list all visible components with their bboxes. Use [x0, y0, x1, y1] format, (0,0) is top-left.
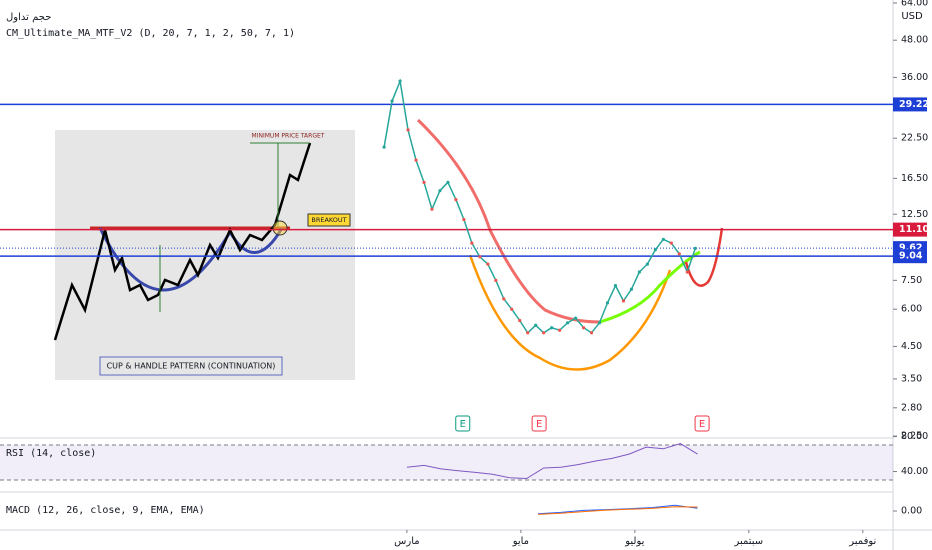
x-tick-label: مايو	[512, 536, 529, 547]
rsi-tick-label: 40.00	[901, 466, 928, 477]
price-point	[438, 189, 442, 193]
price-point	[534, 323, 538, 327]
inset: MINIMUM PRICE TARGET BREAKOUT CUP & HAND…	[53, 130, 355, 380]
y-tick-label: 4.50	[901, 341, 922, 352]
event-label: E	[460, 419, 466, 430]
price-point	[542, 331, 546, 335]
inset-caption: CUP & HANDLE PATTERN (CONTINUATION)	[107, 362, 276, 371]
level-tag	[893, 249, 927, 264]
price-point	[573, 316, 578, 320]
level-label: 9.04	[899, 251, 923, 262]
price-point	[597, 321, 602, 325]
macd-tick-label: 0.00	[901, 506, 922, 517]
y-tick-label: 2.25	[901, 431, 922, 442]
price-point	[550, 326, 554, 330]
inset-cup	[98, 227, 284, 292]
price-point	[430, 207, 434, 211]
price-point	[605, 301, 610, 305]
y-tick-label: 16.50	[901, 173, 928, 184]
price-point	[653, 248, 657, 252]
inset-breakout-point	[272, 220, 288, 236]
price-point	[502, 297, 506, 301]
inset-target: MINIMUM PRICE TARGET	[252, 133, 325, 140]
event-label: E	[536, 419, 542, 430]
price-point	[629, 287, 634, 291]
price-point	[677, 252, 681, 256]
price-point	[661, 237, 665, 241]
price-point	[382, 145, 386, 149]
indicator: CM_Ultimate_MA_MTF_V2 (D, 20, 7, 1, 2, 5…	[6, 28, 295, 39]
price-point	[581, 326, 586, 330]
price-point	[422, 180, 426, 184]
x-tick-label: نوفمبر	[848, 536, 876, 547]
event-marker	[694, 415, 710, 432]
y-tick-label: 7.50	[901, 275, 922, 286]
price-point	[645, 262, 649, 266]
currency: USD	[901, 11, 923, 22]
y-tick-label: 3.50	[901, 373, 922, 384]
price-point	[565, 321, 570, 325]
price-point	[486, 262, 490, 266]
price-point	[454, 197, 458, 202]
y-tick-label: 64.00	[901, 0, 928, 8]
price-point	[494, 278, 498, 282]
x-tick-label: مارس	[394, 536, 419, 547]
y-tick-label: 2.80	[901, 402, 922, 413]
macd-line	[537, 506, 698, 515]
price-point	[398, 79, 402, 83]
price-point	[693, 246, 697, 251]
price-point	[613, 284, 618, 288]
event-label: E	[699, 419, 705, 430]
price-point	[414, 158, 418, 162]
x-tick-label: سبتمبر	[733, 536, 763, 547]
price-point	[637, 270, 642, 274]
level-tag	[893, 97, 927, 112]
price-point	[526, 331, 530, 335]
price-point	[470, 241, 474, 245]
price-point	[478, 255, 482, 259]
cup-drawing	[468, 254, 672, 371]
price-point	[669, 241, 673, 245]
macd-line	[537, 504, 698, 515]
price-point	[621, 299, 626, 303]
y-tick-label: 22.50	[901, 133, 928, 144]
event-marker	[455, 415, 471, 432]
inset-caption-box	[99, 356, 283, 376]
chart-title: حجم تداول	[6, 12, 51, 23]
price-point	[390, 99, 394, 103]
price-point	[446, 180, 450, 184]
rsi-line	[406, 443, 698, 480]
handle-drawing	[684, 227, 724, 287]
price-point	[518, 318, 522, 323]
price-line	[383, 78, 697, 334]
price-point	[406, 128, 410, 132]
rsi-title: RSI (14, close)	[6, 448, 96, 459]
rsi-tick-label: 80.00	[901, 431, 928, 442]
inset-price	[53, 142, 312, 341]
inset-breakout-box	[307, 213, 351, 227]
rsi-band	[0, 445, 893, 480]
inset-breakout: BREAKOUT	[311, 216, 346, 224]
ma-curve	[416, 118, 601, 324]
level-label: 9.62	[899, 243, 922, 254]
y-tick-label: 12.50	[901, 209, 928, 220]
y-tick-label: 36.00	[901, 72, 928, 83]
y-tick-label: 6.00	[901, 304, 922, 315]
level-label: 29.22	[899, 99, 929, 110]
y-tick-label: 48.00	[901, 35, 928, 46]
macd-title: MACD (12, 26, close, 9, EMA, EMA)	[6, 505, 205, 516]
level-tag	[893, 222, 927, 237]
price-point	[510, 307, 514, 311]
level-label: 11.10	[899, 224, 929, 235]
ma-curve-green	[599, 250, 701, 324]
price-point	[589, 331, 594, 335]
price-point	[685, 270, 689, 274]
x-tick-label: يوليو	[624, 536, 644, 547]
event-marker	[531, 415, 547, 432]
price-point	[558, 328, 562, 332]
price-point	[462, 217, 466, 222]
